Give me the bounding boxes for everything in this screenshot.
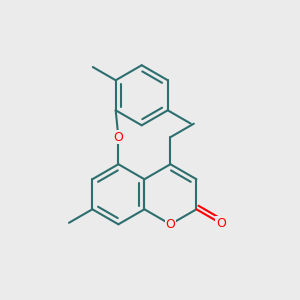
Text: O: O	[113, 131, 123, 144]
Text: O: O	[216, 217, 226, 230]
Text: O: O	[166, 218, 175, 231]
